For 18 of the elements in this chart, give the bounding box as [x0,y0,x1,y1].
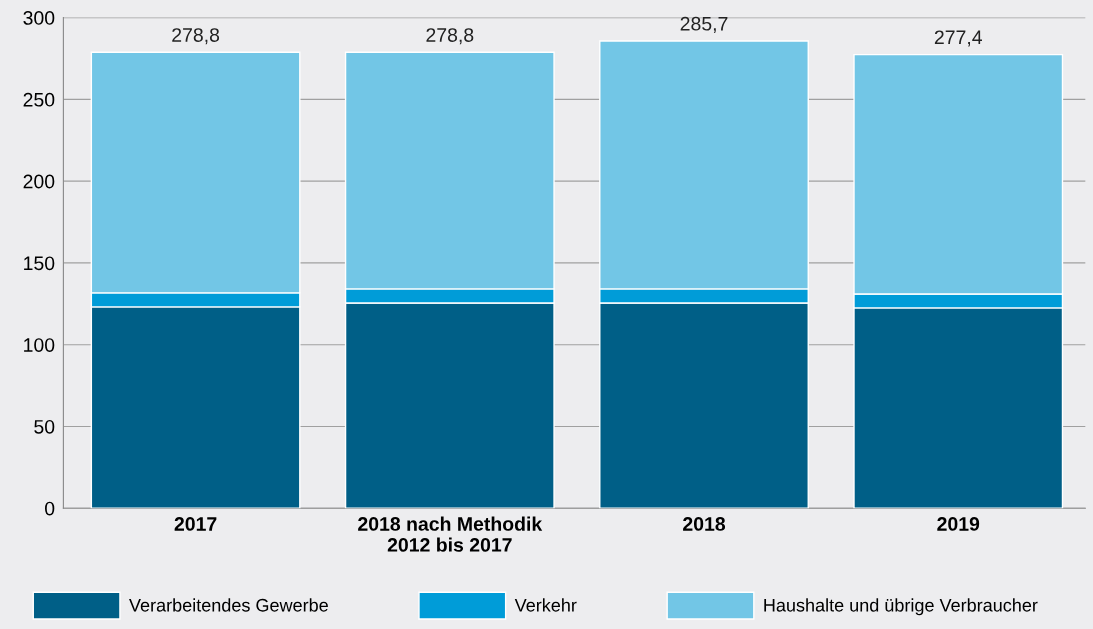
total-label: 278,8 [172,28,220,45]
y-tick-label: 0 [45,501,55,516]
y-tick-label: 250 [23,92,55,107]
x-tick-label: 2018 nach Methodik 2012 bis 2017 [358,516,543,552]
y-tick-label: 200 [23,174,55,189]
x-tick-label: 2018 [683,517,726,531]
y-tick-label: 150 [24,256,55,271]
total-label: 278,8 [426,28,474,45]
legend-label: Haushalte und übrige Verbraucher [764,598,1038,616]
legend-label: Verkehr [514,598,577,612]
y-tick-label: 50 [34,419,55,434]
total-label: 277,4 [934,30,982,47]
x-tick-label: 2017 [174,517,217,531]
y-tick-label: 100 [24,338,55,352]
legend-label: Verarbeitendes Gewerbe [129,598,328,612]
x-tick-label: 2019 [937,517,980,531]
total-label: 285,7 [680,16,728,33]
y-tick-label: 300 [23,11,55,25]
